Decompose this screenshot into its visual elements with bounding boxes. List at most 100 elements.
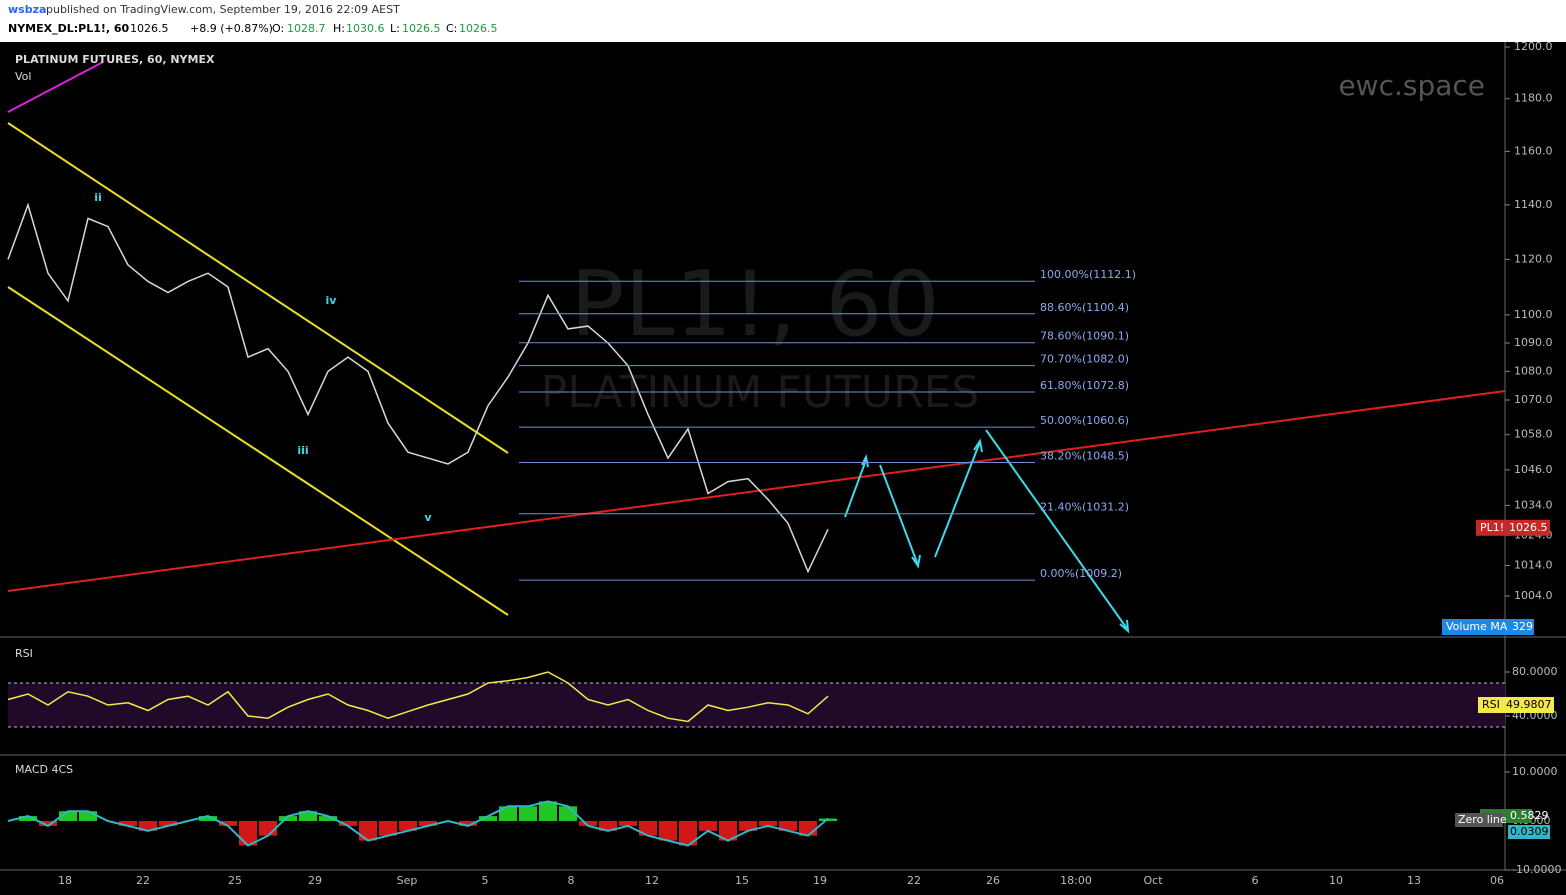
x-tick-label: 6 [1252, 874, 1259, 887]
macd-bar [339, 821, 357, 826]
macd-bar [699, 821, 717, 831]
price-tick-label: 1070.0 [1514, 393, 1553, 406]
macd-bar [579, 821, 597, 826]
volma-value: 329 [1512, 620, 1533, 633]
macd-bar [39, 821, 57, 826]
macd-line [7, 800, 829, 847]
x-tick-label: 25 [228, 874, 242, 887]
x-tick-label: 18:00 [1060, 874, 1092, 887]
price-tick-label: 1014.0 [1514, 558, 1553, 571]
wave-label: v [424, 511, 432, 524]
symbol: NYMEX_DL:PL1!, 60 [8, 22, 130, 35]
fib-label: 100.00%(1112.1) [1040, 268, 1136, 281]
open: 1028.7 [287, 22, 326, 35]
macd-title: MACD 4CS [15, 763, 73, 776]
price-badge-name: PL1! [1480, 521, 1504, 534]
macd-badge2-text: 0.0309 [1510, 825, 1549, 838]
x-tick-label: 18 [58, 874, 72, 887]
fib-label: 88.60%(1100.4) [1040, 301, 1129, 314]
price-tick-label: 1034.0 [1514, 498, 1553, 511]
macd-bar [519, 806, 537, 821]
macd-bar [319, 816, 337, 821]
macd-bar [539, 801, 557, 821]
macd-bar [139, 821, 157, 831]
low: 1026.5 [402, 22, 441, 35]
zero-label: Zero line [1458, 813, 1507, 826]
fib-label: 70.70%(1082.0) [1040, 353, 1129, 366]
x-tick-label: 19 [813, 874, 827, 887]
price-tick-label: 1046.0 [1514, 463, 1553, 476]
macd-bar [79, 811, 97, 821]
macd-bar [199, 816, 217, 821]
macd-bar [299, 811, 317, 821]
close: 1026.5 [459, 22, 498, 35]
price-tick-label: 1080.0 [1514, 364, 1553, 377]
legend-vol: Vol [15, 70, 31, 83]
macd-bar [59, 811, 77, 821]
rsi-line [7, 671, 829, 723]
price-tick-label: 1140.0 [1514, 198, 1553, 211]
author[interactable]: wsbza [8, 3, 46, 16]
wave-label: iv [326, 294, 338, 307]
macd-tick-label: 10.0000 [1512, 765, 1558, 778]
macd-bar [399, 821, 417, 831]
x-tick-label: 5 [482, 874, 489, 887]
price-badge [1476, 519, 1550, 536]
macd-badge1-text: 0.5829 [1510, 809, 1549, 822]
macd-bar [739, 821, 757, 831]
macd-bar [619, 821, 637, 826]
x-tick-label: 10 [1329, 874, 1343, 887]
high: 1030.6 [346, 22, 385, 35]
price-tick-label: 1160.0 [1514, 144, 1553, 157]
h-label: H: [333, 22, 345, 35]
macd-bar [19, 816, 37, 821]
price-tick-label: 1100.0 [1514, 308, 1553, 321]
price-badge-value: 1026.5 [1509, 521, 1548, 534]
wave-label: iii [297, 444, 308, 457]
macd-bar [679, 821, 697, 846]
macd-bar [279, 816, 297, 821]
macd-bar [479, 816, 497, 821]
macd-bar [219, 821, 237, 826]
price-tick-label: 1180.0 [1514, 92, 1553, 105]
macd-bar [419, 821, 437, 826]
published: published on TradingView.com, September … [46, 3, 400, 16]
x-tick-label: 12 [645, 874, 659, 887]
macd-bar [159, 821, 177, 826]
last: 1026.5 [130, 22, 169, 35]
macd-bar [759, 821, 777, 826]
c-label: C: [446, 22, 457, 35]
watermark-site: ewc.space [1338, 69, 1485, 102]
x-tick-label: Oct [1143, 874, 1163, 887]
rsi-badge-name: RSI [1482, 698, 1500, 711]
price-tick-label: 1004.0 [1514, 589, 1553, 602]
rsi-title: RSI [15, 647, 33, 660]
macd-bar [779, 821, 797, 831]
x-tick-label: 06 [1490, 874, 1504, 887]
price-tick-label: 1200.0 [1514, 40, 1553, 53]
l-label: L: [390, 22, 400, 35]
rsi-badge [1478, 697, 1554, 713]
fib-label: 61.80%(1072.8) [1040, 379, 1129, 392]
macd-bar [719, 821, 737, 841]
zero-badge [1455, 813, 1503, 827]
wave-label: ii [94, 191, 102, 204]
x-tick-label: Sep [397, 874, 418, 887]
rsi-tick-label: 80.0000 [1512, 665, 1558, 678]
fib-label: 78.60%(1090.1) [1040, 330, 1129, 343]
fib-label: 0.00%(1009.2) [1040, 567, 1122, 580]
x-tick-label: 13 [1407, 874, 1421, 887]
macd-bar [499, 806, 517, 821]
watermark-name: PLATINUM FUTURES [541, 367, 980, 418]
macd-bar [239, 821, 257, 846]
fib-label: 21.40%(1031.2) [1040, 501, 1129, 514]
macd-bar [379, 821, 397, 836]
macd-bar [659, 821, 677, 841]
price-tick-label: 1090.0 [1514, 336, 1553, 349]
macd-bar [459, 821, 477, 826]
price-tick-label: 1058.0 [1514, 428, 1553, 441]
x-tick-label: 8 [568, 874, 575, 887]
macd-badge2 [1508, 825, 1550, 839]
o-label: O: [272, 22, 284, 35]
volma-badge [1442, 619, 1534, 635]
